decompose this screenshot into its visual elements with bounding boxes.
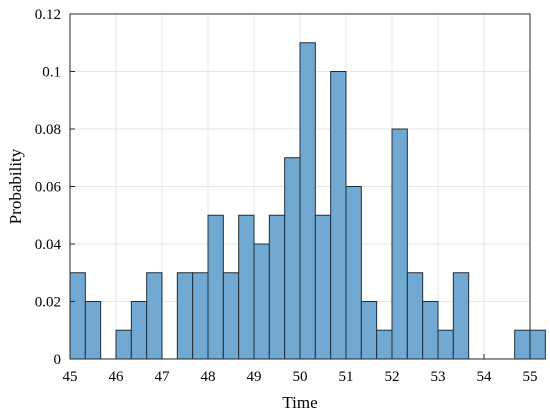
histogram-bar-11 xyxy=(253,243,270,360)
histogram-bar-17 xyxy=(345,186,362,360)
x-tick-label: 53 xyxy=(431,369,446,385)
histogram-bar-5 xyxy=(146,272,163,360)
histogram-bar-16 xyxy=(330,71,347,360)
x-axis: 45 46 47 48 49 50 51 52 53 54 55 xyxy=(63,354,538,385)
y-tick-label: 0.12 xyxy=(35,7,61,23)
x-tick-label: 55 xyxy=(523,369,538,385)
histogram-bar-26 xyxy=(529,329,546,360)
x-tick-label: 45 xyxy=(63,369,78,385)
histogram-bar-9 xyxy=(222,272,240,360)
y-tick-label: 0.02 xyxy=(35,295,61,311)
histogram-bar-23 xyxy=(437,329,454,360)
histogram-bar-1 xyxy=(69,272,86,360)
x-tick-label: 46 xyxy=(109,369,125,385)
x-axis-title: Time xyxy=(282,393,317,412)
y-tick-label: 0.04 xyxy=(35,237,62,253)
histogram-bar-18 xyxy=(360,301,378,360)
x-tick-label: 54 xyxy=(477,369,493,385)
histogram-bar-7 xyxy=(192,272,209,360)
x-tick-label: 52 xyxy=(385,369,400,385)
histogram-bar-13 xyxy=(284,157,301,360)
histogram-bar-3 xyxy=(115,329,132,360)
histogram-bar-6 xyxy=(176,272,194,360)
histogram-bar-20 xyxy=(391,128,408,360)
histogram-bar-22 xyxy=(422,301,439,360)
histogram-bar-14 xyxy=(299,42,316,360)
histogram-bar-21 xyxy=(406,272,424,360)
y-axis: 0 0.02 0.04 0.06 0.08 0.1 0.12 xyxy=(35,7,75,368)
histogram-bar-2 xyxy=(84,301,102,360)
histogram-bar-15 xyxy=(314,214,332,360)
histogram-bar-12 xyxy=(268,214,286,360)
x-tick-label: 48 xyxy=(201,369,216,385)
y-tick-label: 0.1 xyxy=(42,65,61,81)
histogram-bar-10 xyxy=(238,214,255,360)
y-axis-title: Probability xyxy=(6,148,25,224)
histogram-bar-25 xyxy=(514,329,531,360)
y-tick-label: 0.06 xyxy=(35,180,62,196)
histogram-bar-8 xyxy=(207,214,224,360)
y-tick-label: 0.08 xyxy=(35,122,61,138)
y-tick-label: 0 xyxy=(54,352,62,368)
x-tick-label: 47 xyxy=(155,369,171,385)
x-tick-label: 49 xyxy=(247,369,262,385)
histogram-bar-4 xyxy=(130,301,148,360)
x-tick-label: 51 xyxy=(339,369,354,385)
histogram-bar-24 xyxy=(452,272,470,360)
histogram-bar-19 xyxy=(376,329,393,360)
x-tick-label: 50 xyxy=(293,369,308,385)
